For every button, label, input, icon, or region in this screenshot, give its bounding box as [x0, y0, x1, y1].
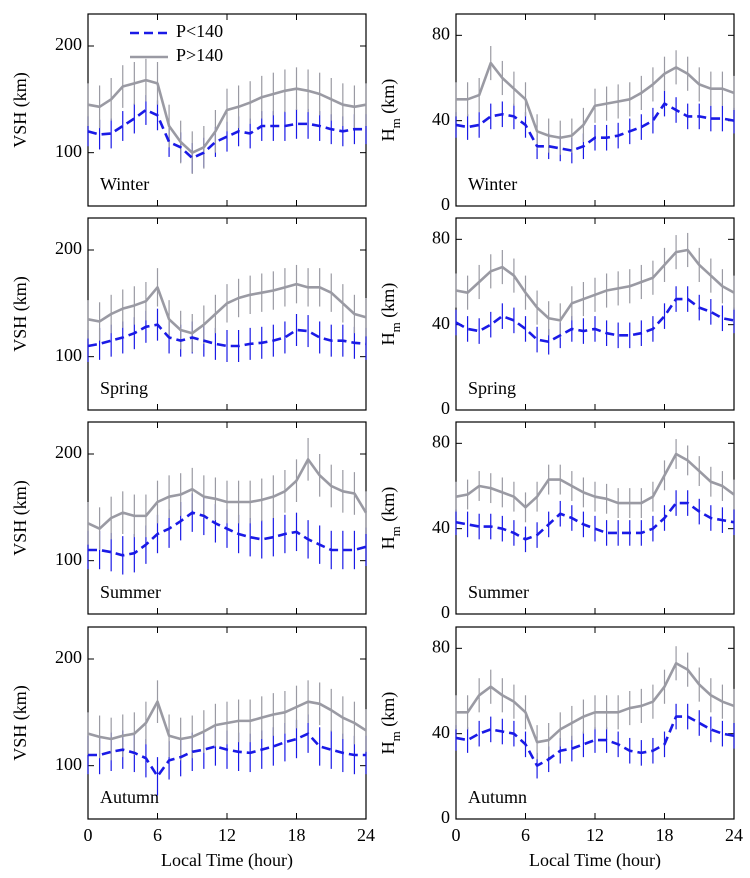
y-axis-label-part: VSH (km)	[10, 480, 31, 556]
legend-label: P<140	[176, 21, 223, 41]
panel: 100 200 VSH (km) Summer	[10, 421, 368, 615]
series-line	[87, 700, 367, 741]
season-label: Autumn	[468, 787, 527, 807]
season-label: Winter	[468, 174, 517, 194]
series-line	[87, 458, 368, 530]
y-axis-label: Hm (km)	[378, 79, 403, 142]
y-axis-label-part: (km)	[378, 487, 399, 527]
x-tick-label: 0	[84, 825, 93, 845]
series-line	[455, 452, 735, 509]
panel: 0 40 80 Hm (km) Spring	[378, 217, 735, 418]
y-tick-label: 40	[432, 313, 450, 333]
series-line	[455, 715, 735, 767]
y-axis-label-part: m	[388, 526, 403, 536]
y-axis-label-part: m	[388, 731, 403, 741]
y-axis-label: VSH (km)	[10, 685, 31, 761]
y-axis-label-part: H	[378, 128, 398, 141]
series-line	[88, 511, 367, 557]
series-line	[455, 248, 735, 322]
y-axis-label-part: m	[388, 322, 403, 332]
series-line	[455, 297, 735, 344]
series-line	[455, 102, 735, 152]
series-line	[456, 61, 735, 140]
y-axis-label: Hm (km)	[378, 283, 403, 346]
y-axis-label-part: H	[378, 536, 398, 549]
x-tick-label: 12	[586, 825, 604, 845]
y-tick-label: 40	[432, 722, 450, 742]
y-axis-label-part: (km)	[378, 283, 399, 323]
y-tick-label: 40	[432, 517, 450, 537]
y-tick-label: 200	[55, 647, 82, 667]
y-tick-label: 80	[432, 227, 450, 247]
y-axis-label-part: VSH (km)	[10, 72, 31, 148]
y-tick-label: 80	[432, 636, 450, 656]
legend-label: P>140	[176, 45, 223, 65]
y-axis-label-part: (km)	[378, 692, 399, 732]
y-axis-label-part: H	[378, 741, 398, 754]
y-tick-label: 100	[55, 141, 82, 161]
y-tick-label: 0	[441, 807, 450, 827]
y-tick-label: 40	[432, 109, 450, 129]
x-tick-label: 6	[153, 825, 162, 845]
y-tick-label: 80	[432, 431, 450, 451]
y-axis-label: Hm (km)	[378, 487, 403, 550]
series-line	[456, 661, 735, 744]
y-tick-label: 0	[441, 398, 450, 418]
panel: 100 200 VSH (km) Winter P<140 P>140	[10, 13, 367, 207]
panel: 0 40 80 Hm (km) Summer	[378, 421, 735, 622]
season-label: Summer	[468, 582, 529, 602]
y-tick-label: 80	[432, 23, 450, 43]
y-tick-label: 0	[441, 602, 450, 622]
series-line	[455, 501, 735, 541]
panel: 0 40 80 0 6 12 18 24 Local Time (hour) Hm (km) Aut…	[378, 626, 743, 871]
y-axis-label-part: VSH (km)	[10, 276, 31, 352]
y-tick-label: 200	[55, 442, 82, 462]
season-label: Spring	[468, 378, 516, 398]
series-line	[87, 323, 367, 348]
x-axis-label: Local Time (hour)	[161, 850, 293, 871]
season-label: Summer	[100, 582, 161, 602]
x-tick-label: 24	[357, 825, 375, 845]
y-tick-label: 200	[55, 34, 82, 54]
series-line	[87, 282, 367, 335]
y-axis-label-part: (km)	[378, 79, 399, 119]
panel: 100 200 0 6 12 18 24 Local Time (hour) VSH (km) A…	[10, 626, 375, 871]
y-axis-label-part: VSH (km)	[10, 685, 31, 761]
y-axis-label: Hm (km)	[378, 692, 403, 755]
panel: 0 40 80 Hm (km) Winter	[378, 13, 735, 214]
y-axis-label-part: H	[378, 332, 398, 345]
y-axis-label: VSH (km)	[10, 480, 31, 556]
x-tick-label: 24	[725, 825, 743, 845]
x-tick-label: 0	[452, 825, 461, 845]
x-axis-label: Local Time (hour)	[529, 850, 661, 871]
season-label: Winter	[100, 174, 149, 194]
x-tick-label: 18	[288, 825, 306, 845]
y-axis-label-part: m	[388, 118, 403, 128]
y-tick-label: 100	[55, 754, 82, 774]
series-line	[87, 78, 367, 154]
x-tick-label: 12	[218, 825, 236, 845]
y-tick-label: 100	[55, 345, 82, 365]
series-line	[88, 732, 366, 778]
series-line	[87, 108, 366, 160]
y-axis-label: VSH (km)	[10, 72, 31, 148]
y-tick-label: 200	[55, 238, 82, 258]
x-tick-label: 6	[521, 825, 530, 845]
season-label: Spring	[100, 378, 148, 398]
x-tick-label: 18	[656, 825, 674, 845]
y-tick-label: 0	[441, 194, 450, 214]
season-label: Autumn	[100, 787, 159, 807]
y-axis-label: VSH (km)	[10, 276, 31, 352]
panel: 100 200 VSH (km) Spring	[10, 217, 367, 411]
y-tick-label: 100	[55, 549, 82, 569]
